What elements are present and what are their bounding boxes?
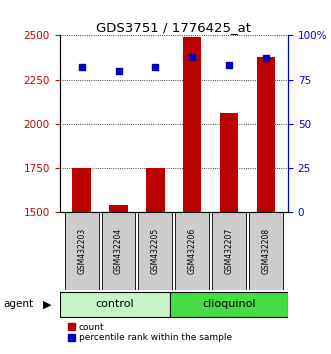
Text: ▶: ▶ bbox=[43, 299, 52, 309]
Point bbox=[263, 56, 268, 61]
Text: GSM432208: GSM432208 bbox=[261, 228, 270, 274]
FancyBboxPatch shape bbox=[170, 292, 288, 317]
Bar bbox=[220, 113, 238, 212]
FancyBboxPatch shape bbox=[138, 212, 172, 290]
Text: agent: agent bbox=[3, 299, 33, 309]
Point bbox=[153, 64, 158, 70]
FancyBboxPatch shape bbox=[249, 212, 283, 290]
Point bbox=[79, 64, 84, 70]
FancyBboxPatch shape bbox=[102, 212, 135, 290]
Point bbox=[190, 54, 195, 59]
Bar bbox=[72, 168, 91, 212]
Legend: count, percentile rank within the sample: count, percentile rank within the sample bbox=[64, 319, 235, 346]
FancyBboxPatch shape bbox=[175, 212, 209, 290]
Text: GSM432204: GSM432204 bbox=[114, 228, 123, 274]
Point bbox=[226, 63, 232, 68]
Bar bbox=[183, 37, 201, 212]
Point bbox=[116, 68, 121, 74]
Bar bbox=[109, 205, 128, 212]
FancyBboxPatch shape bbox=[212, 212, 246, 290]
FancyBboxPatch shape bbox=[60, 292, 170, 317]
FancyBboxPatch shape bbox=[65, 212, 99, 290]
Title: GDS3751 / 1776425_at: GDS3751 / 1776425_at bbox=[96, 21, 251, 34]
Text: GSM432207: GSM432207 bbox=[224, 228, 234, 274]
Bar bbox=[146, 168, 165, 212]
Text: clioquinol: clioquinol bbox=[202, 299, 256, 309]
Bar bbox=[257, 57, 275, 212]
Text: GSM432203: GSM432203 bbox=[77, 228, 86, 274]
Text: control: control bbox=[96, 299, 134, 309]
Text: GSM432206: GSM432206 bbox=[188, 228, 197, 274]
Text: GSM432205: GSM432205 bbox=[151, 228, 160, 274]
